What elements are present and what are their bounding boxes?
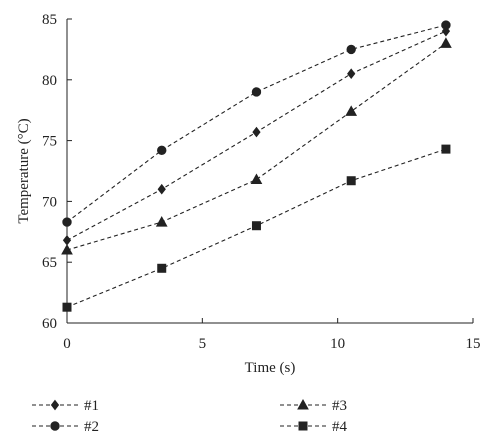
series-line [66,24,447,223]
y-axis-title: Temperature (°C) [16,118,32,223]
data-point [62,217,72,227]
legend-marker [50,399,60,411]
x-tick-label: 10 [330,336,345,352]
legend-item: #4 [280,419,348,435]
series-line [66,42,447,251]
data-point [441,20,451,30]
legend-marker [50,421,60,431]
legend-item: #1 [32,398,99,414]
y-axis-ticks: 60 65 70 75 80 85 [42,12,72,332]
series-layer [61,20,452,312]
data-point [251,221,261,231]
legend-label: #2 [84,419,99,435]
legend-marker [298,421,308,431]
legend-item: #3 [280,398,347,414]
y-tick-label: 85 [42,12,57,28]
data-point [157,263,167,273]
series-3 [61,37,452,255]
x-axis-ticks: 0 5 10 15 [63,318,481,352]
data-point [252,126,261,138]
x-tick-label: 0 [63,336,71,352]
data-point [62,234,72,246]
y-tick-label: 60 [42,316,57,332]
x-tick-label: 5 [199,336,207,352]
chart-axes [66,19,473,324]
data-point [346,176,356,186]
data-point [345,105,358,116]
data-point [62,302,72,312]
legend-label: #3 [332,398,347,414]
legend: #1 #2 #3 #4 [32,398,348,435]
data-point [155,216,168,227]
legend-label: #4 [332,419,348,435]
legend-marker [297,398,309,410]
series-2 [62,20,451,227]
data-point [157,183,166,195]
data-point [441,144,451,154]
data-point [157,145,167,156]
x-axis-title: Time (s) [245,360,296,376]
data-point [440,37,452,48]
data-point [61,244,73,255]
y-tick-label: 75 [42,134,57,150]
data-point [250,173,263,185]
x-tick-label: 15 [466,336,481,352]
legend-label: #1 [84,398,99,414]
data-point [346,44,356,55]
y-tick-label: 65 [42,255,57,271]
legend-item: #2 [32,419,99,435]
y-tick-label: 80 [42,73,57,89]
series-1 [62,25,451,246]
series-4 [62,144,451,312]
data-point [251,87,262,97]
data-point [347,68,356,80]
y-tick-label: 70 [42,194,57,210]
